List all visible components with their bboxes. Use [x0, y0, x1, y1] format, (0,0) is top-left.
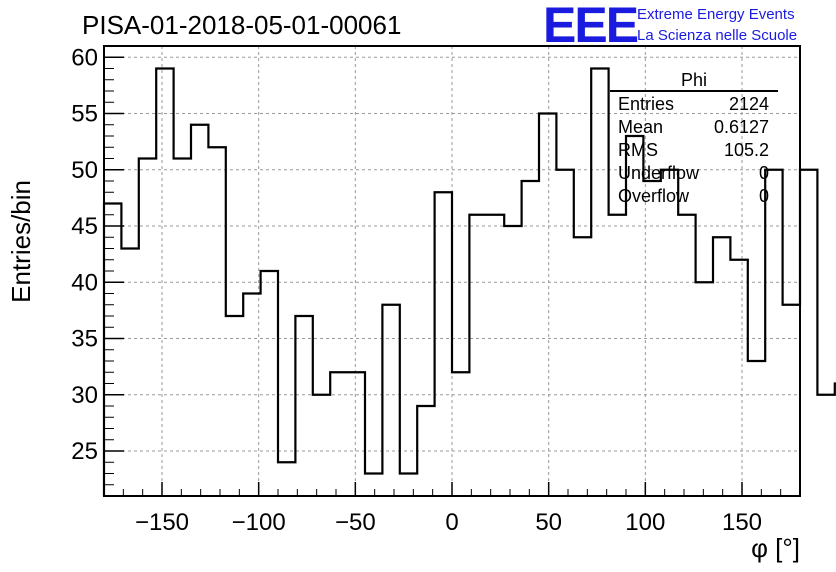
- hist-bin: [121, 249, 138, 497]
- y-tick-label: 35: [71, 326, 98, 353]
- hist-bin: [783, 305, 800, 496]
- stats-box: Phi Entries 2124 Mean 0.6127 RMS 105.2 Underfl…: [610, 70, 778, 206]
- eee-logo: EEE Extreme Energy Events La Scienza nel…: [543, 0, 797, 53]
- hist-bin: [748, 361, 765, 496]
- x-axis-title: φ [°]: [751, 533, 800, 563]
- hist-bin: [365, 474, 382, 497]
- hist-bin: [278, 462, 295, 496]
- hist-bin: [208, 147, 225, 496]
- hist-bin: [261, 271, 278, 496]
- stats-row-value: 0.6127: [714, 117, 769, 137]
- chart-title: PISA-01-2018-05-01-00061: [82, 10, 401, 40]
- y-tick-label: 50: [71, 157, 98, 184]
- y-tick-label: 60: [71, 44, 98, 71]
- stats-row-label: RMS: [618, 140, 658, 160]
- hist-bin: [539, 114, 556, 497]
- tick-labels: −150 −100 −50 0 50 100 150 25 30 35 40 45 50 55 60: [71, 44, 762, 536]
- x-tick-label: 150: [722, 509, 762, 536]
- y-axis-title: Entries/bin: [6, 180, 36, 303]
- hist-bin: [574, 237, 591, 496]
- hist-bin: [643, 181, 660, 496]
- y-tick-label: 25: [71, 438, 98, 465]
- hist-bin: [504, 226, 521, 496]
- x-tick-label: −100: [232, 509, 286, 536]
- stats-row-value: 0: [759, 186, 769, 206]
- hist-bin: [452, 372, 469, 496]
- stats-row-label: Overflow: [618, 186, 690, 206]
- hist-bin: [713, 237, 730, 496]
- stats-row-value: 0: [759, 163, 769, 183]
- hist-bin: [661, 170, 678, 496]
- y-tick-label: 40: [71, 269, 98, 296]
- hist-bin: [348, 372, 365, 496]
- stats-rows: Entries 2124 Mean 0.6127 RMS 105.2 Underflow 0 O…: [618, 94, 769, 206]
- hist-bin: [313, 395, 330, 496]
- stats-title: Phi: [681, 70, 707, 90]
- stats-row-value: 2124: [729, 94, 769, 114]
- hist-bin: [330, 372, 347, 496]
- hist-bin: [139, 159, 156, 497]
- logo-line1: Extreme Energy Events: [637, 6, 795, 23]
- hist-bin: [730, 260, 747, 496]
- x-tick-label: 50: [535, 509, 562, 536]
- stats-row-value: 105.2: [724, 140, 769, 160]
- hist-bin: [522, 181, 539, 496]
- hist-bin: [382, 305, 399, 496]
- hist-bin: [591, 69, 608, 497]
- hist-bin: [295, 316, 312, 496]
- axis-ticks: [103, 45, 801, 497]
- hist-bin: [156, 69, 173, 497]
- x-tick-label: 0: [445, 509, 458, 536]
- hist-bin: [817, 395, 834, 496]
- x-tick-label: −50: [335, 509, 376, 536]
- x-tick-label: 100: [625, 509, 665, 536]
- hist-bin: [696, 282, 713, 496]
- y-tick-label: 55: [71, 101, 98, 128]
- hist-bin: [226, 316, 243, 496]
- stats-row-label: Underflow: [618, 163, 700, 183]
- hist-bin: [556, 170, 573, 496]
- x-tick-label: −150: [135, 509, 189, 536]
- stats-row-label: Mean: [618, 117, 663, 137]
- hist-bin: [678, 215, 695, 496]
- hist-bin: [487, 215, 504, 496]
- hist-bin: [400, 474, 417, 497]
- hist-bin: [243, 294, 260, 497]
- hist-bin: [765, 170, 782, 496]
- stats-row-label: Entries: [618, 94, 674, 114]
- histogram-series: [102, 67, 836, 497]
- hist-bin: [800, 170, 817, 496]
- y-tick-label: 30: [71, 382, 98, 409]
- logo-line2: La Scienza nelle Scuole: [637, 27, 797, 44]
- hist-bin: [435, 192, 452, 496]
- hist-bin: [609, 215, 626, 496]
- y-tick-label: 45: [71, 213, 98, 240]
- hist-bin: [417, 406, 434, 496]
- logo-mark: EEE: [543, 0, 638, 53]
- hist-bin: [191, 125, 208, 496]
- hist-outline: [102, 67, 836, 496]
- hist-bin: [469, 215, 486, 496]
- hist-bin: [174, 159, 191, 497]
